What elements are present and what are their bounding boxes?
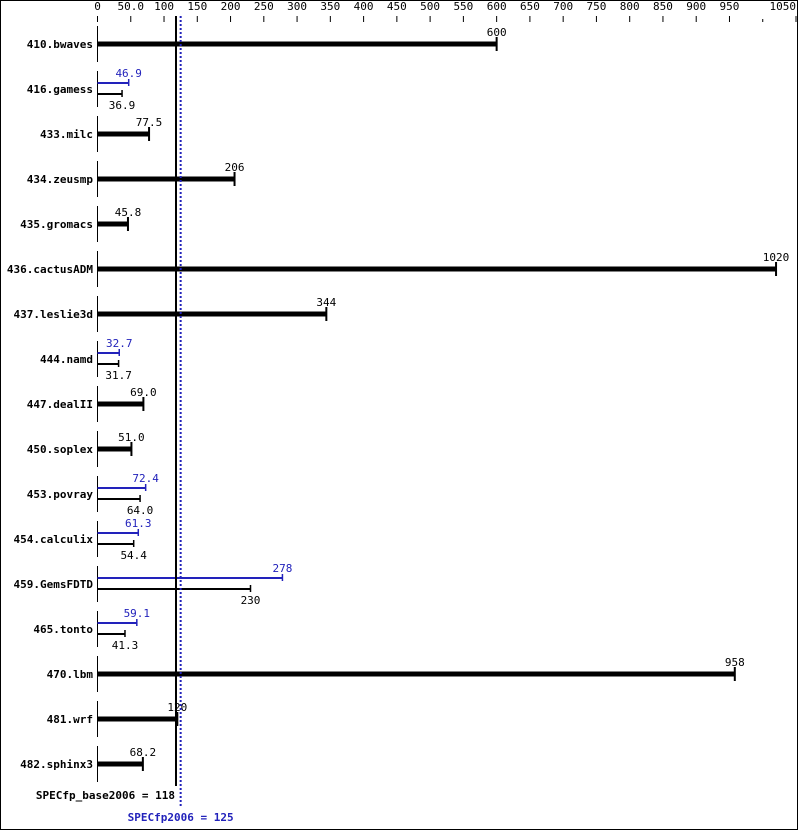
category-label: 465.tonto	[33, 623, 93, 636]
bar-base	[97, 671, 735, 677]
reference-label-base: SPECfp_base2006 = 118	[36, 789, 175, 802]
category-label: 453.povray	[27, 488, 94, 501]
category-label: 454.calculix	[14, 533, 94, 546]
data-label-base: 51.0	[118, 431, 145, 444]
data-label-base: 958	[725, 656, 745, 669]
data-label-base: 68.2	[130, 746, 157, 759]
category-label: 481.wrf	[47, 713, 93, 726]
bar-base	[97, 401, 144, 407]
tick-label: 450	[387, 0, 407, 13]
bar-peak	[97, 82, 129, 84]
data-label-peak: 32.7	[106, 337, 133, 350]
bar-base	[97, 588, 251, 590]
bar-peak	[97, 532, 139, 534]
category-label: 435.gromacs	[20, 218, 93, 231]
data-label-base: 77.5	[136, 116, 163, 129]
category-label: 482.sphinx3	[20, 758, 93, 771]
tick-label: 0	[94, 0, 101, 13]
data-label-base: 45.8	[115, 206, 142, 219]
data-label-base: 41.3	[112, 639, 139, 652]
tick-label: 950	[720, 0, 740, 13]
bar-base	[97, 498, 141, 500]
tick-label: 250	[254, 0, 274, 13]
reference-label-peak: SPECfp2006 = 125	[128, 811, 234, 824]
tick-label: 200	[221, 0, 241, 13]
tick-label: 300	[287, 0, 307, 13]
bar-base	[97, 176, 235, 182]
data-label-base: 206	[225, 161, 245, 174]
bar-base	[97, 131, 150, 137]
data-label-base: 64.0	[127, 504, 154, 517]
category-label: 437.leslie3d	[14, 308, 93, 321]
bar-base	[97, 41, 497, 47]
bar-peak	[97, 487, 146, 489]
data-label-peak: 59.1	[124, 607, 151, 620]
tick-label: 550	[453, 0, 473, 13]
data-label-peak: 72.4	[132, 472, 159, 485]
category-label: 436.cactusADM	[7, 263, 93, 276]
category-label: 410.bwaves	[27, 38, 93, 51]
tick-label: 50.0	[118, 0, 145, 13]
bar-base	[97, 363, 119, 365]
data-label-peak: 278	[272, 562, 292, 575]
bar-base	[97, 446, 132, 452]
tick-label: 700	[553, 0, 573, 13]
category-label: 470.lbm	[47, 668, 94, 681]
bar-base	[97, 93, 123, 95]
tick-label: 1050	[770, 0, 797, 13]
tick-label: 800	[620, 0, 640, 13]
category-label: 416.gamess	[27, 83, 93, 96]
bar-base	[97, 221, 128, 227]
data-label-base: 54.4	[120, 549, 147, 562]
category-label: 450.soplex	[27, 443, 94, 456]
bar-base	[97, 716, 178, 722]
data-label-base: 31.7	[105, 369, 132, 382]
data-label-base: 36.9	[109, 99, 136, 112]
tick-label: 350	[320, 0, 340, 13]
category-label: 459.GemsFDTD	[14, 578, 94, 591]
tick-label: 750	[586, 0, 606, 13]
bar-peak	[97, 577, 283, 579]
category-label: 444.namd	[40, 353, 93, 366]
bar-base	[97, 633, 125, 635]
data-label-base: 344	[316, 296, 336, 309]
tick-label: 400	[354, 0, 374, 13]
category-label: 433.milc	[40, 128, 93, 141]
tick-label: 100	[154, 0, 174, 13]
bar-base	[97, 761, 143, 767]
data-label-base: 230	[241, 594, 261, 607]
tick-label: 600	[487, 0, 507, 13]
data-label-base: 69.0	[130, 386, 157, 399]
data-label-base: 600	[487, 26, 507, 39]
tick-label: 850	[653, 0, 673, 13]
bar-peak	[97, 352, 120, 354]
bar-base	[97, 543, 134, 545]
data-label-peak: 46.9	[115, 67, 142, 80]
data-label-base: 1020	[763, 251, 790, 264]
category-label: 434.zeusmp	[27, 173, 94, 186]
tick-label: 650	[520, 0, 540, 13]
bar-peak	[97, 622, 137, 624]
tick-label: 900	[686, 0, 706, 13]
data-label-base: 120	[167, 701, 187, 714]
category-label: 447.dealII	[27, 398, 93, 411]
bar-base	[97, 266, 777, 272]
tick-label: 150	[187, 0, 207, 13]
data-label-peak: 61.3	[125, 517, 152, 530]
bar-base	[97, 311, 327, 317]
tick-label: 500	[420, 0, 440, 13]
